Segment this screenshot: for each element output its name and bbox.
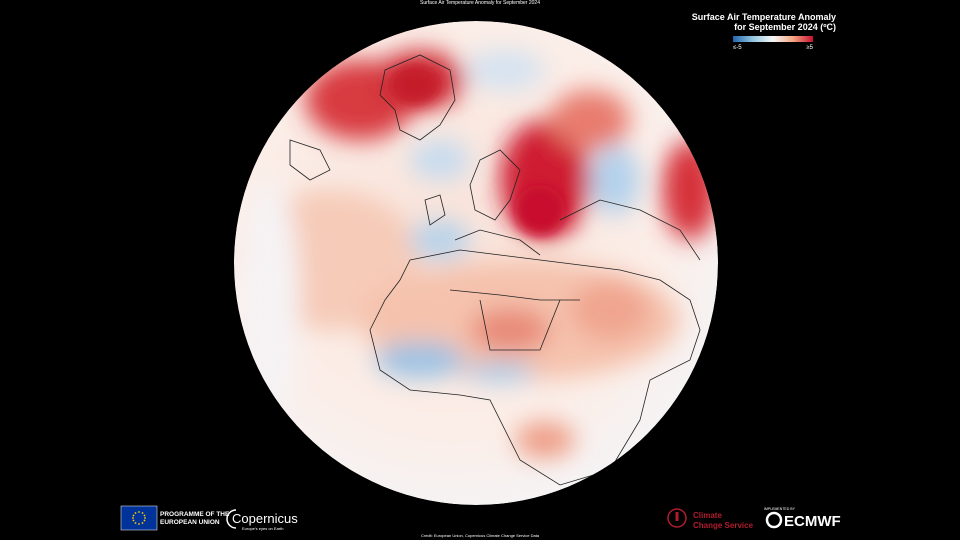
border [479, 299, 561, 351]
implemented-by: IMPLEMENTED BY [764, 507, 796, 511]
shape [143, 514, 146, 517]
legend-title: for September 2024 (ºC) [734, 22, 836, 32]
colorbar [733, 36, 813, 42]
border [454, 229, 541, 256]
colorbar-max-label: ≥5 [806, 45, 813, 51]
legend: Surface Air Temperature Anomaly for Sept… [692, 12, 836, 51]
shape [132, 514, 135, 517]
shape [138, 511, 140, 513]
warm-area [515, 185, 565, 235]
cool-area [375, 342, 465, 378]
shape [143, 519, 146, 522]
ecmwf-logo [765, 511, 783, 529]
credit: Credit: European Union, Copernicus Clima… [421, 533, 540, 538]
coastline [289, 139, 331, 181]
eu-stars [132, 511, 146, 525]
cool-area [465, 362, 535, 382]
warm-area [550, 90, 630, 150]
eu-text: EUROPEAN UNION [160, 519, 220, 526]
warm-area [390, 65, 440, 105]
british-isles [424, 194, 446, 226]
cool-area [410, 220, 470, 260]
copernicus-tagline: Europe's eyes on Earth [242, 526, 283, 531]
anomaly-detail [390, 65, 565, 235]
c3s-text: Climate [693, 511, 722, 520]
shape [132, 517, 134, 519]
eu-text: PROGRAMME OF THE [160, 511, 230, 518]
cool-area [590, 145, 640, 215]
warm-area [515, 422, 575, 458]
shape [138, 523, 140, 525]
shape [141, 522, 144, 524]
scandinavia [469, 149, 521, 221]
page-title: Surface Air Temperature Anomaly for Sept… [420, 0, 540, 6]
ecmwf-name: ECMWF [784, 513, 841, 530]
cool-area [465, 50, 545, 90]
coastlines [289, 54, 701, 486]
shape [134, 522, 137, 524]
footer: PROGRAMME OF THE EUROPEAN UNION Copernic… [120, 505, 841, 538]
c3s-logo [675, 512, 679, 521]
africa [369, 249, 701, 486]
shape [132, 519, 135, 522]
neutral-area [240, 180, 300, 420]
copernicus-name: Copernicus [232, 511, 298, 526]
colorbar-min-label: ≤-5 [733, 45, 742, 51]
warm-area [470, 308, 550, 352]
shape [141, 512, 144, 514]
legend-title: Surface Air Temperature Anomaly [692, 12, 836, 22]
c3s-logo [667, 508, 687, 528]
copernicus-logo [226, 509, 237, 529]
eu-flag [120, 505, 158, 531]
warm-area [570, 280, 650, 340]
c3s-text: Change Service [693, 521, 754, 530]
greenland [379, 54, 456, 141]
border [559, 199, 701, 261]
cool-area [410, 140, 470, 180]
globe [234, 21, 718, 505]
shape [134, 512, 137, 514]
shape [144, 517, 146, 519]
